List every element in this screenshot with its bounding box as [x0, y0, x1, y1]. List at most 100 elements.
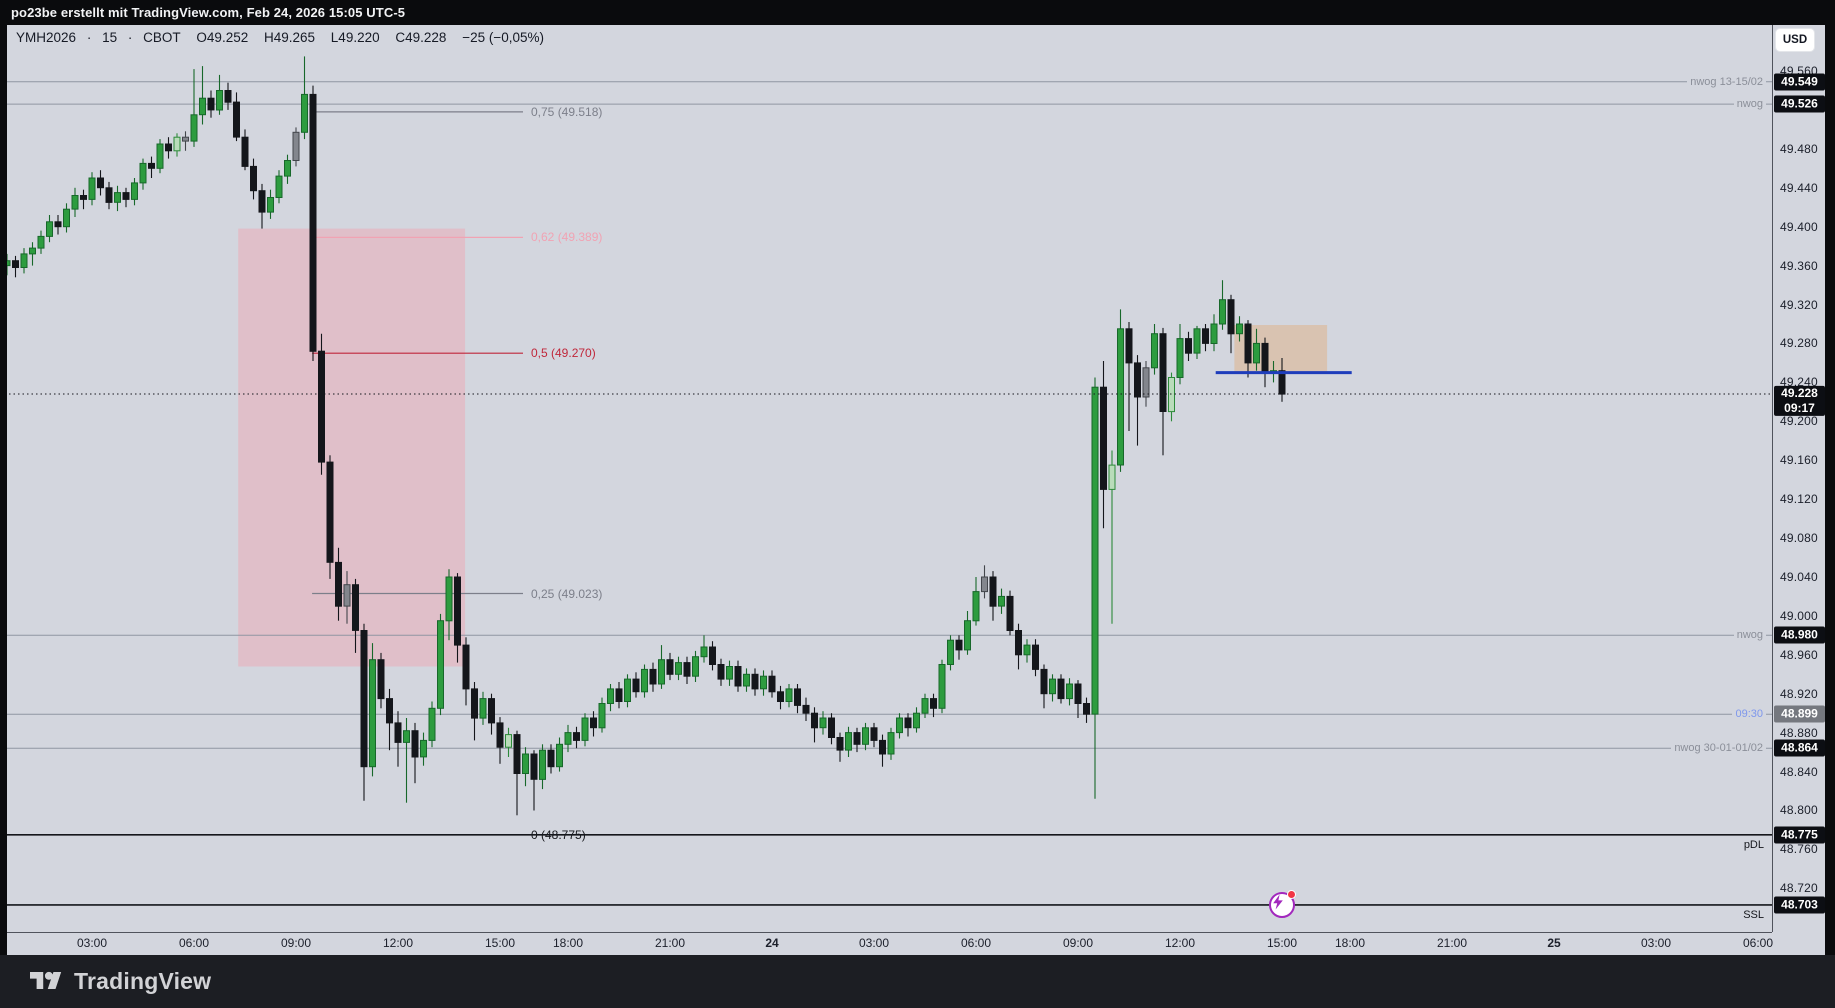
- candle: [743, 668, 750, 692]
- price-tick: 49.160: [1780, 453, 1818, 467]
- legend-exchange: CBOT: [143, 30, 181, 45]
- time-tick: 06:00: [1742, 936, 1774, 950]
- tradingview-logo-icon: [30, 971, 62, 990]
- candle: [1261, 337, 1269, 388]
- candle: [156, 139, 164, 174]
- level-label-nwog-mid: nwog: [1733, 629, 1766, 641]
- candle: [479, 691, 487, 725]
- candle: [615, 682, 623, 709]
- candle: [352, 578, 359, 653]
- fib-label-0.62: 0,62 (49.389): [531, 230, 603, 244]
- candle: [182, 131, 189, 151]
- tradingview-logo[interactable]: TradingView: [30, 968, 211, 995]
- candle: [1091, 377, 1099, 799]
- legend-low: L49.220: [330, 30, 380, 45]
- red-zone-box[interactable]: [238, 228, 466, 667]
- fib-label-0.5: 0,5 (49.270): [531, 346, 596, 360]
- candle: [148, 156, 155, 178]
- alert-lightning-icon[interactable]: [1269, 889, 1296, 918]
- candle: [947, 635, 954, 671]
- candle: [292, 127, 300, 167]
- price-tick: 49.480: [1780, 142, 1818, 156]
- price-axis[interactable]: USD 49.560 49.480 49.440 49.400 49.360 49.320…: [1772, 25, 1825, 932]
- candle: [811, 707, 818, 743]
- candle: [1253, 328, 1260, 371]
- candle: [964, 611, 971, 655]
- candle: [207, 90, 215, 118]
- candle: [539, 744, 546, 790]
- lightning-bolt-icon: [1273, 894, 1283, 910]
- candle: [377, 652, 385, 709]
- candle: [403, 718, 410, 803]
- candle: [428, 701, 436, 748]
- candle: [556, 737, 563, 772]
- price-tick: 49.120: [1780, 492, 1818, 506]
- candle: [641, 664, 648, 698]
- candle: [573, 726, 580, 749]
- candle: [624, 674, 631, 708]
- candle: [717, 658, 725, 686]
- candle: [241, 129, 249, 171]
- legend-symbol[interactable]: YMH2026: [16, 30, 77, 45]
- candle: [632, 672, 640, 698]
- candle: [445, 569, 453, 641]
- price-badge: 48.864: [1774, 739, 1825, 757]
- price-tick: 49.040: [1780, 570, 1818, 584]
- candle: [131, 178, 138, 206]
- alert-red-dot: [1287, 889, 1296, 899]
- price-tick: 49.000: [1780, 609, 1818, 623]
- candle: [1066, 678, 1073, 706]
- candle: [785, 684, 793, 708]
- candle: [768, 670, 776, 698]
- level-label-pdl: pDL: [1743, 839, 1764, 851]
- fib-label-0.25: 0,25 (49.023): [531, 587, 603, 601]
- level-label-nwog-lower: nwog 30-01-01/02: [1671, 742, 1766, 754]
- price-tick: 48.720: [1780, 881, 1818, 895]
- candle: [1278, 358, 1286, 402]
- candle: [369, 643, 376, 777]
- candle: [488, 693, 495, 735]
- price-tick: 49.240: [1780, 375, 1818, 389]
- symbol-legend[interactable]: YMH2026 · 15 · CBOT O49.252 H49.265 L49.…: [16, 30, 551, 45]
- currency-button[interactable]: USD: [1776, 29, 1814, 51]
- candle: [709, 641, 716, 671]
- candle: [1023, 639, 1031, 663]
- candle: [301, 56, 308, 140]
- candle: [394, 711, 402, 767]
- time-tick: 21:00: [1436, 936, 1468, 950]
- candle: [139, 158, 147, 190]
- right-edge-strip: [1825, 0, 1835, 1008]
- candle: [1049, 674, 1056, 702]
- candle: [471, 682, 478, 741]
- candle: [870, 722, 878, 748]
- level-label-ssl: SSL: [1743, 909, 1764, 921]
- candle: [972, 577, 980, 626]
- candle: [564, 724, 572, 753]
- candle: [37, 230, 45, 254]
- time-axis[interactable]: 03:00 06:00 09:00 12:00 15:00 18:00 21:00 24 03:…: [0, 932, 1774, 955]
- candle: [981, 565, 988, 599]
- footer-bar: TradingView: [0, 955, 1835, 1008]
- candle: [607, 684, 614, 712]
- candle: [12, 255, 19, 278]
- candle: [1185, 331, 1192, 361]
- candle: [318, 333, 325, 475]
- candle: [275, 170, 283, 204]
- left-edge-strip: [0, 25, 7, 955]
- legend-close: C49.228: [395, 30, 447, 45]
- candle: [590, 711, 597, 737]
- candle: [930, 693, 937, 718]
- candle: [819, 711, 827, 735]
- candle: [921, 693, 929, 718]
- candle: [1159, 327, 1167, 456]
- time-tick: 25: [1547, 936, 1561, 950]
- chart-area[interactable]: YMH2026 · 15 · CBOT O49.252 H49.265 L49.…: [0, 25, 1772, 932]
- legend-interval[interactable]: 15: [102, 30, 118, 45]
- candle: [437, 613, 444, 716]
- candle: [887, 727, 895, 760]
- candle: [1032, 639, 1039, 677]
- candle: [1151, 324, 1158, 375]
- candle: [1202, 324, 1209, 352]
- price-badge: 49.549: [1774, 73, 1825, 91]
- candle: [258, 183, 266, 229]
